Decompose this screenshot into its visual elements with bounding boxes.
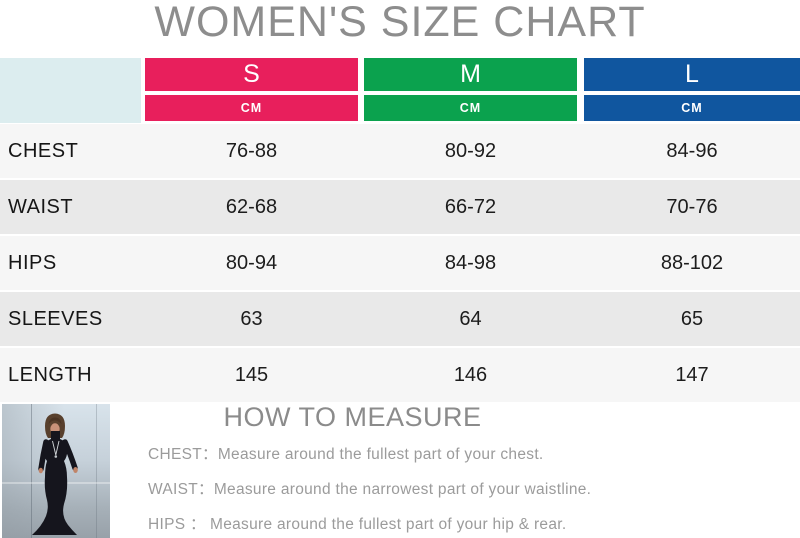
background-panel-line [31, 404, 32, 538]
cell-sleeves-m: 64 [459, 307, 482, 330]
size-row-waist: WAIST 62-68 66-72 70-76 [0, 180, 800, 234]
row-label: WAIST [8, 195, 74, 218]
cell-sleeves-s: 63 [240, 307, 263, 330]
cell-chest-l: 84-96 [666, 139, 718, 162]
model-hand-left [38, 467, 43, 474]
model-arm-right [62, 439, 78, 471]
cell-length-l: 147 [675, 363, 709, 386]
instruction-label: CHEST： [148, 446, 218, 463]
cell-waist-m: 66-72 [444, 195, 497, 218]
row-label: LENGTH [8, 363, 93, 386]
cell-chest-s: 76-88 [225, 139, 278, 162]
size-header-s: S [145, 58, 358, 91]
cell-length-s: 145 [234, 363, 269, 386]
measure-heading: HOW TO MEASURE [223, 402, 482, 432]
model-dress [32, 431, 77, 535]
cell-hips-m: 84-98 [444, 251, 497, 274]
instruction-line: CHEST：Measure around the fullest part of… [148, 442, 544, 464]
model-necklace [52, 440, 60, 456]
cell-length-m: 146 [453, 363, 488, 386]
page-title: WOMEN'S SIZE CHART [154, 0, 646, 46]
cell-hips-l: 88-102 [660, 251, 724, 274]
model-fringe [48, 417, 62, 424]
size-header-l: L [584, 58, 800, 91]
cell-hips-s: 80-94 [225, 251, 278, 274]
row-label: HIPS [8, 251, 57, 274]
cell-waist-s: 62-68 [225, 195, 278, 218]
cell-sleeves-l: 65 [680, 307, 704, 330]
instruction-label: WAIST： [148, 481, 214, 498]
size-row-hips: HIPS 80-94 84-98 88-102 [0, 236, 800, 290]
row-label: SLEEVES [8, 307, 103, 330]
size-row-chest: CHEST 76-88 80-92 84-96 [0, 124, 800, 178]
instruction-line: HIPS ： Measure around the fullest part of… [148, 512, 567, 534]
unit-header-l: CM [584, 95, 800, 121]
table-corner-cell [0, 58, 141, 123]
instruction-text: Measure around the narrowest part of you… [213, 481, 592, 498]
size-header-m: M [364, 58, 577, 91]
model-hand-right [73, 467, 78, 473]
size-row-sleeves: SLEEVES 63 64 65 [0, 292, 800, 346]
background-panel-line [96, 404, 97, 538]
model-silhouette [32, 413, 78, 535]
instruction-line: WAIST：Measure around the narrowest part … [148, 477, 591, 499]
model-necklace-pendant [54, 455, 58, 458]
unit-header-m: CM [364, 95, 577, 121]
cell-waist-l: 70-76 [666, 195, 718, 218]
product-photo [2, 404, 110, 538]
row-label: CHEST [8, 139, 79, 162]
cell-chest-m: 80-92 [444, 139, 497, 162]
instruction-label: HIPS ： [148, 516, 206, 533]
unit-header-s: CM [145, 95, 358, 121]
size-row-length: LENGTH 145 146 147 [0, 348, 800, 402]
instruction-text: Measure around the fullest part of your … [217, 446, 544, 463]
instruction-text: Measure around the fullest part of your … [210, 516, 567, 533]
